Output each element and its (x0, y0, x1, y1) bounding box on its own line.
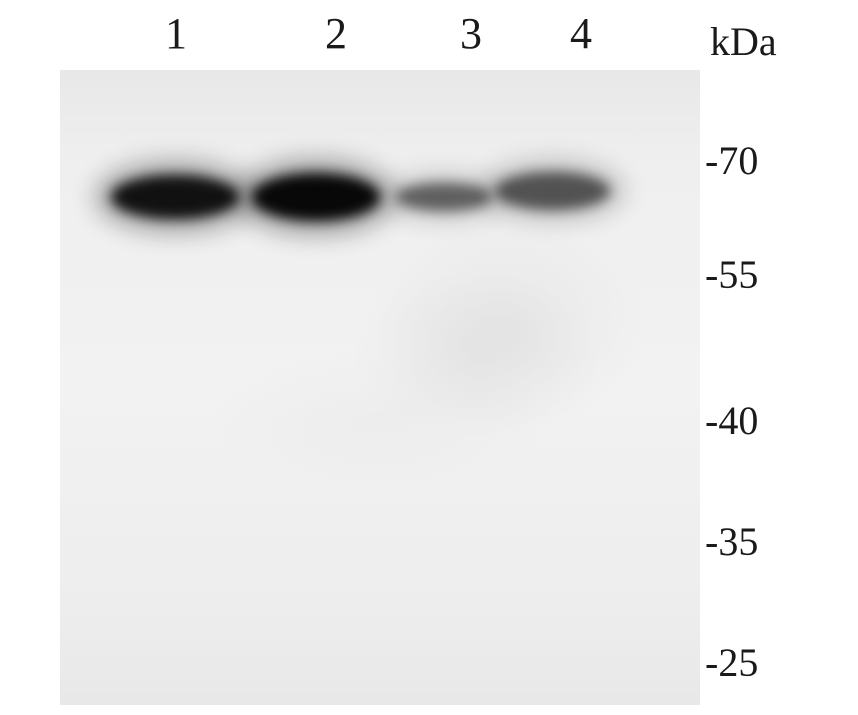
band-3 (396, 183, 492, 212)
figure-container: 1 2 3 4 kDa -70 -55 -40 -35 -25 (0, 0, 858, 715)
marker-55: -55 (705, 251, 758, 298)
band-2 (252, 173, 380, 221)
marker-40: -40 (705, 397, 758, 444)
blot-membrane (60, 70, 700, 705)
lane-label-4: 4 (570, 8, 592, 59)
band-1 (111, 175, 239, 219)
marker-35: -35 (705, 518, 758, 565)
lane-label-1: 1 (165, 8, 187, 59)
marker-70: -70 (705, 137, 758, 184)
marker-25: -25 (705, 639, 758, 686)
band-4 (495, 172, 610, 210)
unit-label: kDa (710, 18, 777, 65)
lane-label-2: 2 (325, 8, 347, 59)
lane-labels-row: 1 2 3 4 (0, 8, 700, 68)
lane-label-3: 3 (460, 8, 482, 59)
